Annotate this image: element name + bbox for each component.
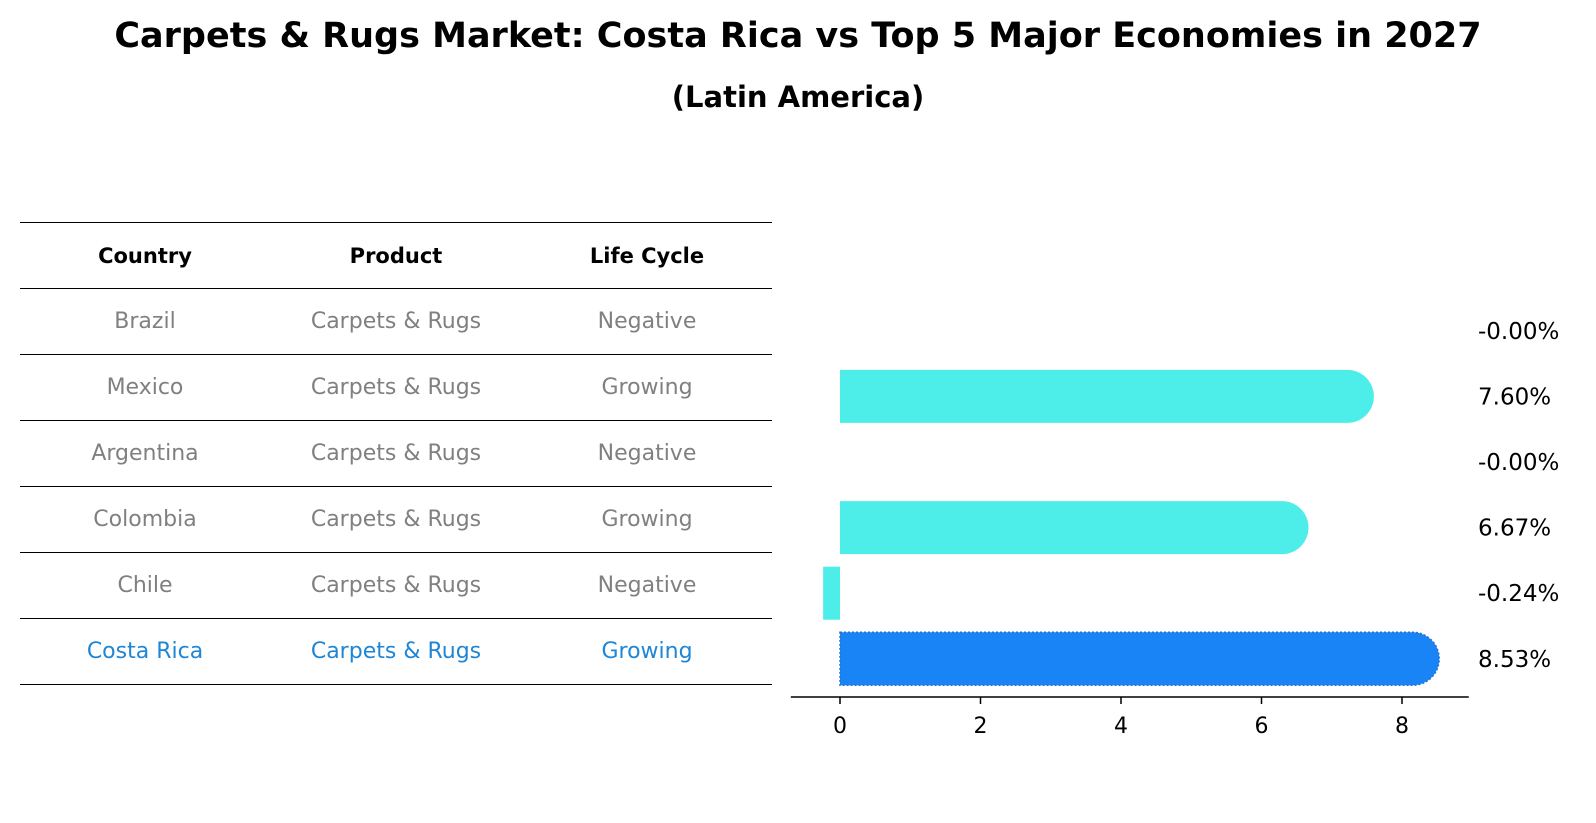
cell-country: Argentina: [20, 420, 270, 487]
cell-country: Colombia: [20, 486, 270, 553]
table-row: Argentina Carpets & Rugs Negative: [20, 420, 772, 487]
data-label-mexico: 7.60%: [1478, 384, 1551, 410]
bar-colombia: [840, 501, 1309, 555]
cell-product: Carpets & Rugs: [270, 354, 522, 421]
cell-country: Costa Rica: [20, 618, 270, 685]
table-row: Chile Carpets & Rugs Negative: [20, 552, 772, 619]
cell-product: Carpets & Rugs: [270, 618, 522, 685]
data-label-colombia: 6.67%: [1478, 516, 1551, 542]
cell-country: Chile: [20, 552, 270, 619]
cell-product: Carpets & Rugs: [270, 288, 522, 355]
cell-life-cycle: Growing: [522, 618, 772, 685]
x-tick-label-4: 4: [1114, 714, 1128, 739]
table-header-row: Country Product Life Cycle: [20, 222, 772, 289]
cell-product: Carpets & Rugs: [270, 552, 522, 619]
chart-subtitle: (Latin America): [671, 80, 925, 114]
x-tick-label-6: 6: [1255, 714, 1269, 739]
table-row: Mexico Carpets & Rugs Growing: [20, 354, 772, 421]
data-label-argentina: -0.00%: [1478, 450, 1559, 476]
data-label-costa-rica: 8.53%: [1478, 647, 1551, 673]
cell-life-cycle: Negative: [522, 552, 772, 619]
data-label-chile: -0.24%: [1478, 581, 1559, 607]
country-table: Country Product Life Cycle Brazil Carpet…: [20, 222, 772, 685]
cell-product: Carpets & Rugs: [270, 420, 522, 487]
header-country: Country: [20, 222, 270, 289]
x-tick-label-2: 2: [974, 714, 988, 739]
chart-title: Carpets & Rugs Market: Costa Rica vs Top…: [114, 16, 1482, 56]
cell-life-cycle: Growing: [522, 354, 772, 421]
x-tick-label-8: 8: [1395, 714, 1409, 739]
table-row: Brazil Carpets & Rugs Negative: [20, 288, 772, 355]
header-life-cycle: Life Cycle: [522, 222, 772, 289]
cell-life-cycle: Negative: [522, 288, 772, 355]
header-product: Product: [270, 222, 522, 289]
cell-country: Brazil: [20, 288, 270, 355]
cell-life-cycle: Growing: [522, 486, 772, 553]
bar-costa-rica: [839, 631, 1440, 687]
bar-chile: [823, 566, 840, 620]
cell-life-cycle: Negative: [522, 420, 772, 487]
bar-mexico: [840, 369, 1374, 423]
table-row: Colombia Carpets & Rugs Growing: [20, 486, 772, 553]
cell-product: Carpets & Rugs: [270, 486, 522, 553]
data-label-brazil: -0.00%: [1478, 319, 1559, 345]
x-tick-label-0: 0: [833, 714, 847, 739]
table-row-highlight: Costa Rica Carpets & Rugs Growing: [20, 618, 772, 685]
cell-country: Mexico: [20, 354, 270, 421]
